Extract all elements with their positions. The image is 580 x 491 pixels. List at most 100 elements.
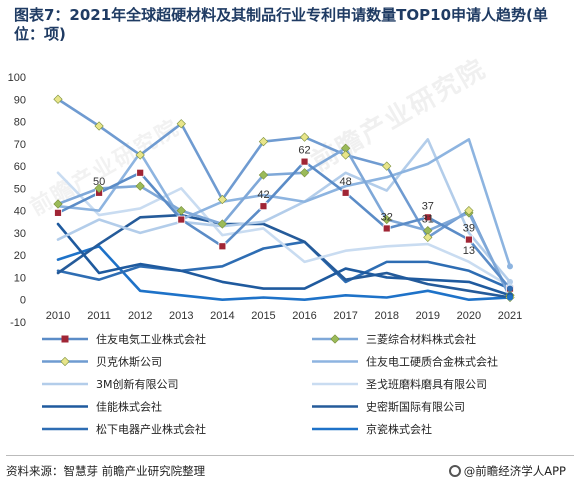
source-text: 资料来源：智慧芽 前瞻产业研究院整理 [6, 464, 206, 478]
y-tick-label: 30 [14, 228, 26, 240]
point-marker [507, 285, 513, 292]
point-marker [94, 121, 104, 131]
data-label: 42 [257, 189, 269, 201]
series-line [56, 213, 512, 299]
brand: @前瞻经济学人APP [448, 463, 566, 479]
brand-text: @前瞻经济学人APP [463, 464, 566, 478]
point-marker [135, 150, 145, 160]
y-axis: -10 0 10 20 30 40 50 60 70 80 90 100 [8, 72, 26, 329]
point-marker [423, 213, 432, 222]
legend-item: 住友电気工业株式会社 [42, 332, 206, 346]
legend-marker [61, 335, 69, 343]
point-marker [507, 294, 513, 301]
point-marker [382, 224, 391, 233]
point-marker [259, 202, 268, 211]
point-marker [135, 181, 145, 191]
point-marker [136, 168, 145, 177]
x-tick-label: 2014 [210, 310, 234, 322]
point-marker [53, 199, 63, 209]
x-tick-label: 2020 [457, 310, 481, 322]
x-tick-label: 2021 [498, 310, 522, 322]
series-lines [56, 97, 512, 302]
data-label: 13 [463, 245, 475, 257]
data-label: 50 [93, 176, 105, 188]
point-marker [507, 263, 513, 270]
data-label: 62 [298, 145, 310, 157]
legend-label: 3M创新有限公司 [96, 377, 179, 391]
legend-label: 住友电工硬质合金株式会社 [366, 355, 498, 369]
point-marker [423, 232, 433, 242]
point-marker [464, 206, 474, 216]
y-tick-label: -10 [10, 317, 26, 329]
legend-marker [60, 356, 70, 367]
data-label: 39 [463, 223, 475, 235]
data-label: 37 [422, 200, 434, 212]
point-marker [507, 278, 513, 285]
x-tick-label: 2016 [292, 310, 316, 322]
point-marker [341, 150, 351, 160]
y-tick-label: 20 [14, 250, 26, 262]
x-axis: 2010 2011 2012 2013 2014 2015 2016 2017 2018 2019… [46, 310, 522, 322]
legend-item: 3M创新有限公司 [42, 377, 179, 391]
data-label: 48 [340, 176, 352, 188]
series-line [56, 146, 512, 297]
chart-title: 图表7：2021年全球超硬材料及其制品行业专利申请数量TOP10申请人趋势(单位… [14, 6, 548, 43]
legend-item: 京瓷株式会社 [312, 422, 432, 436]
x-tick-label: 2018 [374, 310, 398, 322]
legend-label: 贝克休斯公司 [96, 356, 162, 369]
y-tick-label: 40 [14, 206, 26, 218]
point-marker [258, 170, 269, 180]
point-marker [217, 194, 227, 205]
brand-logo-icon [448, 465, 461, 477]
series-markers [53, 94, 515, 303]
point-marker [299, 168, 310, 178]
point-marker [176, 206, 186, 216]
legend-item: 住友电工硬质合金株式会社 [312, 355, 498, 369]
y-tick-label: 90 [14, 94, 26, 106]
legend-item: 史密斯国际有限公司 [312, 400, 465, 414]
x-tick-label: 2015 [251, 310, 275, 322]
x-tick-label: 2017 [333, 310, 357, 322]
point-marker [218, 242, 227, 251]
y-tick-label: 100 [8, 72, 26, 84]
y-tick-label: 10 [14, 272, 26, 284]
legend-item: 松下电器产业株式会社 [42, 422, 206, 436]
point-marker [176, 119, 186, 129]
series-line [56, 138, 512, 268]
y-tick-label: 60 [14, 161, 26, 173]
point-marker [465, 235, 473, 244]
y-tick-label: 80 [14, 117, 26, 129]
x-tick-label: 2011 [87, 310, 111, 322]
legend-label: 佳能株式会社 [96, 400, 162, 414]
legend-label: 三菱综合材料株式会社 [366, 332, 476, 346]
point-marker [299, 132, 310, 142]
data-label: 32 [381, 211, 393, 223]
data-labels: 50 42 62 48 32 37 31 39 13 [93, 145, 475, 257]
point-marker [300, 157, 309, 166]
series-line [56, 222, 512, 297]
x-tick-label: 2013 [169, 310, 193, 322]
footer-divider [6, 455, 574, 456]
point-marker [53, 94, 63, 104]
legend-item: 三菱综合材料株式会社 [312, 332, 476, 346]
series-line [56, 97, 512, 299]
series-line [56, 138, 512, 284]
legend-marker [330, 334, 340, 344]
legend-label: 史密斯国际有限公司 [366, 400, 465, 414]
data-label: 31 [422, 214, 434, 226]
point-marker [217, 219, 227, 229]
point-marker [177, 215, 186, 224]
point-marker [54, 208, 62, 217]
footer: 资料来源：智慧芽 前瞻产业研究院整理 @前瞻经济学人APP [6, 463, 574, 483]
series-line [56, 171, 512, 288]
point-marker [94, 183, 104, 193]
point-marker [382, 214, 392, 225]
x-tick-label: 2012 [128, 310, 152, 322]
legend-item: 佳能株式会社 [42, 400, 162, 414]
series-line [56, 244, 512, 302]
y-tick-label: 70 [14, 139, 26, 151]
point-marker [258, 136, 269, 147]
x-tick-label: 2019 [416, 310, 440, 322]
